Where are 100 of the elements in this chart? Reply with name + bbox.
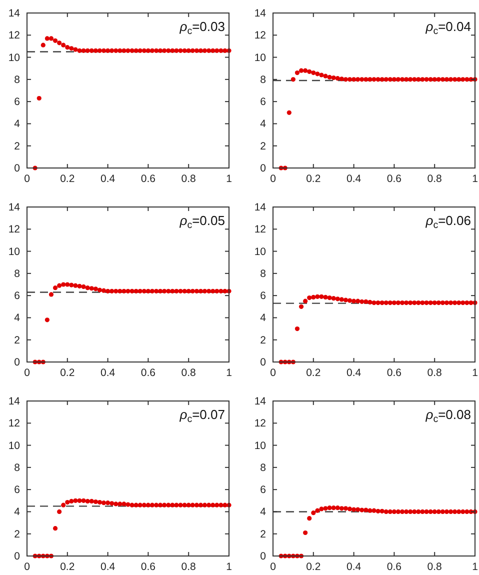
point <box>174 48 179 53</box>
y-tick-label: 2 <box>14 528 20 540</box>
point <box>210 502 216 508</box>
y-tick-label: 6 <box>14 290 20 302</box>
y-tick-label: 6 <box>260 96 266 108</box>
y-tick-label: 4 <box>14 312 20 324</box>
point <box>360 77 364 82</box>
y-tick-label: 14 <box>8 202 20 214</box>
point <box>307 516 312 521</box>
point <box>294 70 300 76</box>
point <box>464 77 470 82</box>
point <box>323 294 328 300</box>
point <box>315 294 320 299</box>
point <box>360 299 364 304</box>
x-tick-label: 0.6 <box>386 367 402 379</box>
point <box>150 288 155 294</box>
point <box>290 77 296 82</box>
point <box>48 292 54 297</box>
x-tick-label: 0.6 <box>386 561 402 573</box>
point <box>69 282 74 288</box>
point <box>380 300 384 306</box>
point <box>368 508 372 513</box>
x-tick-label: 1 <box>472 561 478 573</box>
point <box>456 300 462 306</box>
point <box>210 288 216 294</box>
point <box>210 48 216 53</box>
point <box>298 68 304 73</box>
point <box>186 48 191 53</box>
point <box>352 77 356 82</box>
point <box>432 77 437 82</box>
point <box>400 509 405 514</box>
point <box>319 294 324 299</box>
y-tick-label: 12 <box>8 30 20 42</box>
point <box>307 295 312 300</box>
y-tick-label: 0 <box>14 162 20 174</box>
point <box>158 502 163 508</box>
point <box>368 300 372 305</box>
point <box>166 502 171 508</box>
point <box>101 288 106 293</box>
point <box>420 300 425 306</box>
point <box>114 502 118 506</box>
point <box>452 509 458 514</box>
point <box>150 502 155 508</box>
point <box>77 48 82 53</box>
x-tick-label: 0 <box>270 173 276 185</box>
point <box>396 77 401 82</box>
point <box>388 77 392 82</box>
x-tick-label: 0.2 <box>306 367 321 379</box>
point <box>408 509 413 514</box>
x-tick-label: 0.8 <box>427 367 442 379</box>
point <box>81 284 86 290</box>
point <box>206 48 212 53</box>
point <box>97 288 102 292</box>
x-tick-label: 0.4 <box>346 561 362 573</box>
y-tick-label: 4 <box>260 506 266 518</box>
point <box>327 295 332 300</box>
point <box>97 500 102 505</box>
point <box>396 509 401 514</box>
y-tick-label: 10 <box>8 440 20 452</box>
point <box>339 76 344 82</box>
point <box>154 502 159 508</box>
point <box>93 286 98 292</box>
point <box>194 288 199 294</box>
x-tick-label: 0.2 <box>60 561 75 573</box>
point <box>323 506 328 511</box>
x-tick-label: 0.4 <box>100 173 116 185</box>
point <box>81 498 86 503</box>
point <box>448 77 454 82</box>
x-tick-label: 0 <box>270 367 276 379</box>
point <box>464 509 470 514</box>
y-tick-label: 0 <box>260 162 266 174</box>
point <box>404 509 409 514</box>
annotation: ρ$_{c}$=0.03 <box>178 19 225 36</box>
point <box>52 286 58 290</box>
point <box>182 48 187 53</box>
y-tick-label: 12 <box>8 418 20 430</box>
x-tick-label: 0.8 <box>181 173 196 185</box>
point <box>412 509 417 514</box>
x-tick-label: 0 <box>24 173 30 185</box>
point <box>432 509 437 514</box>
point <box>114 288 118 294</box>
point <box>166 48 171 53</box>
point <box>142 288 146 294</box>
point <box>52 38 58 43</box>
y-tick-label: 6 <box>14 96 20 108</box>
point <box>222 288 228 294</box>
point <box>77 284 82 288</box>
point <box>122 288 126 294</box>
y-tick-label: 8 <box>14 462 20 474</box>
point <box>456 77 462 82</box>
point <box>214 48 220 53</box>
point <box>468 300 474 306</box>
point <box>412 300 417 306</box>
point <box>307 69 312 74</box>
point <box>146 48 150 53</box>
point <box>303 530 308 536</box>
point <box>194 502 199 508</box>
point <box>372 77 376 82</box>
y-tick-label: 4 <box>260 118 266 130</box>
point <box>222 502 228 508</box>
